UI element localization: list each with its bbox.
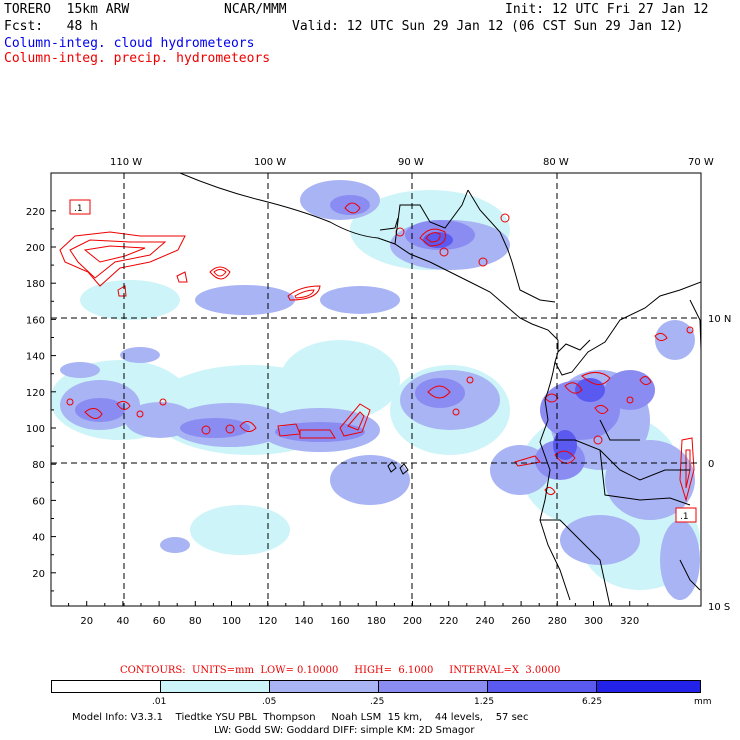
- grid-lines: [51, 173, 701, 606]
- valid-time: Valid: 12 UTC Sun 29 Jan 12 (06 CST Sun …: [292, 19, 684, 34]
- precip-field-label: Column-integ. precip. hydrometeors: [4, 51, 271, 66]
- lon-label-70w: 70 W: [688, 157, 714, 168]
- model-info-line2: LW: Godd SW: Goddard DIFF: simple KM: 2D…: [214, 725, 475, 736]
- y-grid-label: 140: [26, 352, 45, 363]
- x-grid-label: 120: [258, 616, 277, 627]
- lon-label-100w: 100 W: [254, 157, 286, 168]
- shaded-field: [51, 180, 700, 600]
- x-grid-label: 320: [620, 616, 639, 627]
- colorbar-label-0: .01: [152, 697, 167, 707]
- lon-label-110w: 110 W: [110, 157, 142, 168]
- x-grid-label: 180: [367, 616, 386, 627]
- precip-contours: [59, 202, 695, 502]
- min-box-label-1: .1: [74, 204, 83, 214]
- colorbar-label-1: .05: [262, 697, 277, 707]
- colorbar-units: mm: [694, 697, 712, 707]
- colorbar-seg-4: [488, 681, 597, 692]
- x-grid-label: 100: [222, 616, 241, 627]
- colorbar-label-3: 1.25: [474, 697, 495, 707]
- y-grid-label: 60: [32, 496, 45, 507]
- y-grid-label: 40: [32, 533, 45, 544]
- min-box-2: [675, 507, 697, 523]
- y-grid-label: 120: [26, 388, 45, 399]
- y-grid-label: 160: [26, 315, 45, 326]
- x-grid-label: 40: [117, 616, 130, 627]
- x-grid-label: 80: [189, 616, 202, 627]
- colorbar: [51, 680, 701, 693]
- coastlines: [179, 173, 701, 606]
- x-grid-label: 300: [584, 616, 603, 627]
- colorbar-seg-3: [379, 681, 488, 692]
- colorbar-seg-2: [270, 681, 379, 692]
- colorbar-seg-5: [597, 681, 700, 692]
- colorbar-seg-1: [161, 681, 270, 692]
- model-title: TORERO 15km ARW: [4, 2, 130, 17]
- x-grid-label: 220: [439, 616, 458, 627]
- y-grid-label: 80: [32, 460, 45, 471]
- center-label: NCAR/MMM: [224, 2, 287, 17]
- lat-label-10n: 10 N: [708, 314, 731, 325]
- model-info-line1: Model Info: V3.3.1 Tiedtke YSU PBL Thomp…: [72, 712, 529, 723]
- lat-label-0: 0: [708, 459, 714, 470]
- x-grid-label: 60: [153, 616, 166, 627]
- x-grid-label: 280: [548, 616, 567, 627]
- x-grid-label: 260: [512, 616, 531, 627]
- min-box-label-2: .1: [680, 512, 689, 522]
- x-grid-label: 160: [331, 616, 350, 627]
- y-grid-label: 100: [26, 424, 45, 435]
- y-grid-label: 180: [26, 279, 45, 290]
- axis-ticks: [51, 210, 649, 606]
- y-grid-label: 20: [32, 569, 45, 580]
- x-grid-label: 20: [80, 616, 93, 627]
- init-time: Init: 12 UTC Fri 27 Jan 12: [505, 2, 709, 17]
- x-grid-labels: 20 40 60 80 100 120 140 160 180 200 220 240 260 280 30…: [80, 616, 639, 627]
- y-grid-label: 220: [26, 207, 45, 218]
- colorbar-seg-0: [52, 681, 161, 692]
- lat-label-10s: 10 S: [708, 602, 730, 613]
- colorbar-label-4: 6.25: [582, 697, 603, 707]
- y-grid-labels: 20 40 60 80 100 120 140 160 180 200 220: [26, 207, 45, 580]
- lon-label-80w: 80 W: [543, 157, 569, 168]
- y-grid-label: 200: [26, 243, 45, 254]
- contour-info: CONTOURS: UNITS=mm LOW= 0.10000 HIGH= 6.…: [120, 665, 561, 676]
- cloud-field-label: Column-integ. cloud hydrometeors: [4, 36, 255, 51]
- x-grid-label: 240: [475, 616, 494, 627]
- forecast-hour: Fcst: 48 h: [4, 19, 98, 34]
- lon-label-90w: 90 W: [398, 157, 424, 168]
- min-box-1: [69, 199, 91, 215]
- x-grid-label: 200: [403, 616, 422, 627]
- colorbar-label-2: .25: [370, 697, 385, 707]
- x-grid-label: 140: [294, 616, 313, 627]
